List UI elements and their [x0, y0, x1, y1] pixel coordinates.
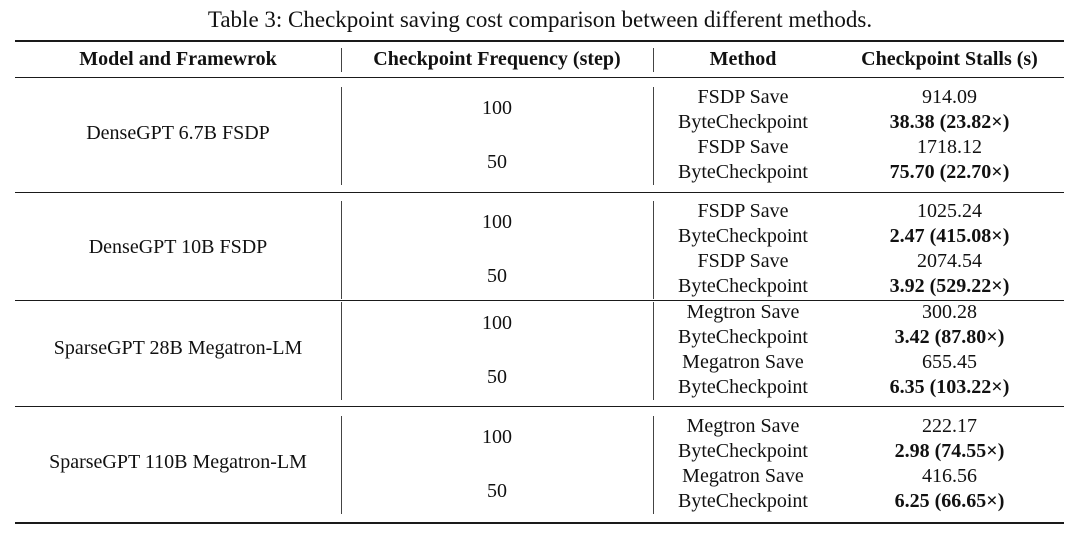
header-divider: [653, 48, 654, 72]
column-divider: [653, 87, 654, 185]
stall-value: 300.28: [922, 301, 977, 323]
header-rule: [15, 77, 1064, 78]
stall-value: 2074.54: [917, 250, 982, 272]
method-name: ByteCheckpoint: [678, 111, 808, 133]
method-name: ByteCheckpoint: [678, 490, 808, 512]
header-stalls: Checkpoint Stalls (s): [861, 48, 1038, 70]
frequency-value: 100: [482, 426, 512, 448]
stall-value: 1718.12: [917, 136, 982, 158]
header-method: Method: [709, 48, 777, 70]
frequency-value: 100: [482, 211, 512, 233]
header-frequency: Checkpoint Frequency (step): [373, 48, 621, 70]
stall-value: 222.17: [922, 415, 977, 437]
table-caption: Table 3: Checkpoint saving cost comparis…: [207, 7, 873, 32]
method-name: ByteCheckpoint: [678, 275, 808, 297]
bottom-rule: [15, 522, 1064, 524]
column-divider: [653, 302, 654, 400]
frequency-value: 100: [482, 312, 512, 334]
header-model: Model and Framewrok: [79, 48, 277, 70]
top-rule: [15, 40, 1064, 42]
group-separator: [15, 300, 1064, 301]
method-name: Megatron Save: [682, 351, 804, 373]
frequency-value: 50: [487, 480, 507, 502]
method-name: ByteCheckpoint: [678, 440, 808, 462]
method-name: ByteCheckpoint: [678, 326, 808, 348]
model-name: SparseGPT 28B Megatron-LM: [53, 337, 303, 359]
frequency-value: 50: [487, 366, 507, 388]
stall-value: 75.70 (22.70×): [889, 161, 1010, 183]
column-divider: [653, 201, 654, 299]
frequency-value: 100: [482, 97, 512, 119]
column-divider: [341, 87, 342, 185]
header-divider: [341, 48, 342, 72]
frequency-value: 50: [487, 265, 507, 287]
stall-value: 6.25 (66.65×): [894, 490, 1005, 512]
model-name: DenseGPT 6.7B FSDP: [86, 122, 270, 144]
method-name: ByteCheckpoint: [678, 161, 808, 183]
method-name: ByteCheckpoint: [678, 225, 808, 247]
stall-value: 416.56: [922, 465, 977, 487]
column-divider: [653, 416, 654, 514]
column-divider: [341, 302, 342, 400]
method-name: Megatron Save: [682, 465, 804, 487]
method-name: FSDP Save: [697, 200, 789, 222]
model-name: DenseGPT 10B FSDP: [88, 236, 268, 258]
method-name: FSDP Save: [697, 250, 789, 272]
stall-value: 3.42 (87.80×): [894, 326, 1005, 348]
group-separator: [15, 192, 1064, 193]
method-name: Megtron Save: [686, 415, 800, 437]
stall-value: 655.45: [922, 351, 977, 373]
method-name: Megtron Save: [686, 301, 800, 323]
stall-value: 2.47 (415.08×): [889, 225, 1010, 247]
stall-value: 3.92 (529.22×): [889, 275, 1010, 297]
stall-value: 38.38 (23.82×): [889, 111, 1010, 133]
stall-value: 914.09: [922, 86, 977, 108]
stall-value: 6.35 (103.22×): [889, 376, 1010, 398]
column-divider: [341, 416, 342, 514]
method-name: FSDP Save: [697, 136, 789, 158]
method-name: FSDP Save: [697, 86, 789, 108]
stall-value: 1025.24: [917, 200, 982, 222]
stall-value: 2.98 (74.55×): [894, 440, 1005, 462]
group-separator: [15, 406, 1064, 407]
frequency-value: 50: [487, 151, 507, 173]
method-name: ByteCheckpoint: [678, 376, 808, 398]
column-divider: [341, 201, 342, 299]
model-name: SparseGPT 110B Megatron-LM: [49, 451, 307, 473]
